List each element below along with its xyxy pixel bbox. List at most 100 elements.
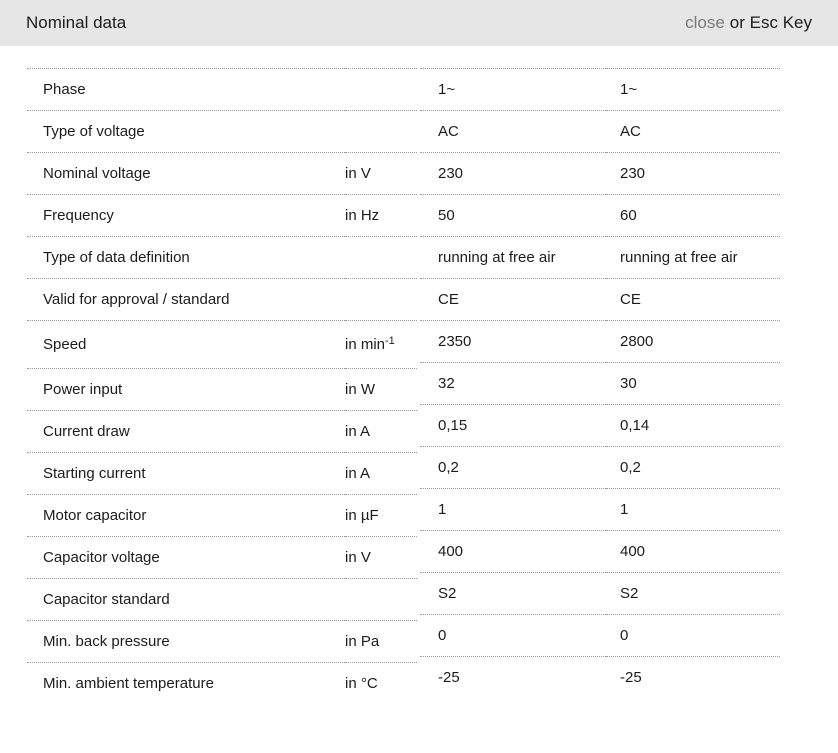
spec-label: Type of voltage	[27, 110, 345, 153]
value-row: 230 230	[420, 152, 780, 195]
spec-value-col2: 0,14	[606, 404, 780, 447]
spec-row: Valid for approval / standard	[27, 278, 417, 321]
spec-value-col2: 400	[606, 530, 780, 573]
spec-value-col1: -25	[438, 669, 460, 686]
modal-title: Nominal data	[26, 13, 127, 32]
nominal-data-values-table: 1~ 1~ AC AC 230 230 50 60 running at free air run…	[420, 68, 780, 698]
spec-value-col2: AC	[606, 110, 780, 153]
spec-value-col2: 1~	[606, 68, 780, 111]
value-row: S2 S2	[420, 572, 780, 615]
spec-label: Min. ambient temperature	[43, 675, 214, 692]
close-area: close or Esc Key	[685, 13, 812, 33]
spec-value-col1: 32	[420, 362, 606, 405]
spec-row: Capacitor voltage in V	[27, 536, 417, 579]
spec-label: Type of data definition	[27, 236, 345, 279]
spec-unit: in V	[345, 536, 417, 579]
value-row: 32 30	[420, 362, 780, 405]
spec-value-col2: -25	[620, 669, 642, 686]
value-row: 400 400	[420, 530, 780, 573]
spec-value-col1: 1	[420, 488, 606, 531]
spec-unit	[345, 110, 417, 153]
spec-value-col1: 0	[420, 614, 606, 657]
spec-label: Speed	[27, 320, 345, 369]
spec-label: Capacitor voltage	[27, 536, 345, 579]
spec-row: Min. back pressure in Pa	[27, 620, 417, 663]
spec-unit: in A	[345, 452, 417, 495]
spec-unit: in min-1	[345, 320, 417, 369]
spec-value-col1: 400	[420, 530, 606, 573]
spec-label: Phase	[27, 68, 345, 111]
spec-value-col1: 1~	[420, 68, 606, 111]
spec-label: Current draw	[27, 410, 345, 453]
spec-unit: in V	[345, 152, 417, 195]
spec-label: Starting current	[27, 452, 345, 495]
spec-value-col2: 0,2	[606, 446, 780, 489]
esc-key-hint: or Esc Key	[729, 13, 812, 32]
value-row: AC AC	[420, 110, 780, 153]
spec-row: Motor capacitor in µF	[27, 494, 417, 537]
spec-row: Frequency in Hz	[27, 194, 417, 237]
nominal-data-modal: Nominal data close or Esc Key Phase Type o…	[0, 0, 838, 704]
spec-unit: in Hz	[345, 194, 417, 237]
spec-label: Power input	[27, 368, 345, 411]
spec-unit	[345, 278, 417, 321]
spec-value-col1: AC	[420, 110, 606, 153]
spec-row: Type of data definition	[27, 236, 417, 279]
modal-header: Nominal data close or Esc Key	[0, 0, 838, 46]
spec-label: Frequency	[27, 194, 345, 237]
spec-row: Nominal voltage in V	[27, 152, 417, 195]
spec-value-col1: 0,15	[420, 404, 606, 447]
spec-row: Type of voltage	[27, 110, 417, 153]
spec-row: Min. ambient temperature in °C	[27, 663, 417, 705]
spec-value-col1: 230	[420, 152, 606, 195]
spec-unit	[345, 68, 417, 111]
value-row: running at free air running at free air	[420, 236, 780, 279]
value-row: 2350 2800	[420, 320, 780, 363]
spec-unit: in W	[345, 368, 417, 411]
spec-unit: in Pa	[345, 620, 417, 663]
spec-value-col2: 0	[606, 614, 780, 657]
spec-value-col1: 50	[420, 194, 606, 237]
value-row: 50 60	[420, 194, 780, 237]
spec-value-col1: 2350	[420, 320, 606, 363]
spec-label: Capacitor standard	[27, 578, 345, 621]
spec-value-col2: 60	[606, 194, 780, 237]
spec-label: Min. back pressure	[27, 620, 345, 663]
spec-label: Motor capacitor	[27, 494, 345, 537]
spec-value-col1: CE	[420, 278, 606, 321]
spec-unit: in µF	[345, 494, 417, 537]
spec-label: Valid for approval / standard	[27, 278, 345, 321]
value-row: -25 -25	[420, 657, 780, 699]
spec-row: Speed in min-1	[27, 320, 417, 369]
spec-unit	[345, 578, 417, 621]
spec-row: Phase	[27, 68, 417, 111]
spec-unit: in A	[345, 410, 417, 453]
spec-value-col2: 1	[606, 488, 780, 531]
spec-label: Nominal voltage	[27, 152, 345, 195]
spec-row: Capacitor standard	[27, 578, 417, 621]
spec-value-col2: CE	[606, 278, 780, 321]
spec-unit: in °C	[345, 675, 378, 692]
value-row: 1~ 1~	[420, 68, 780, 111]
value-row: 0,2 0,2	[420, 446, 780, 489]
spec-row: Power input in W	[27, 368, 417, 411]
spec-unit	[345, 236, 417, 279]
spec-value-col1: S2	[420, 572, 606, 615]
spec-value-col1: running at free air	[420, 236, 606, 279]
spec-row: Starting current in A	[27, 452, 417, 495]
spec-value-col2: running at free air	[606, 236, 780, 279]
value-row: CE CE	[420, 278, 780, 321]
spec-value-col2: S2	[606, 572, 780, 615]
value-row: 0,15 0,14	[420, 404, 780, 447]
unit-superscript: -1	[385, 335, 395, 347]
spec-value-col2: 30	[606, 362, 780, 405]
spec-value-col1: 0,2	[420, 446, 606, 489]
spec-value-col2: 2800	[606, 320, 780, 363]
spec-row: Current draw in A	[27, 410, 417, 453]
close-button[interactable]: close	[685, 13, 725, 32]
spec-value-col2: 230	[606, 152, 780, 195]
